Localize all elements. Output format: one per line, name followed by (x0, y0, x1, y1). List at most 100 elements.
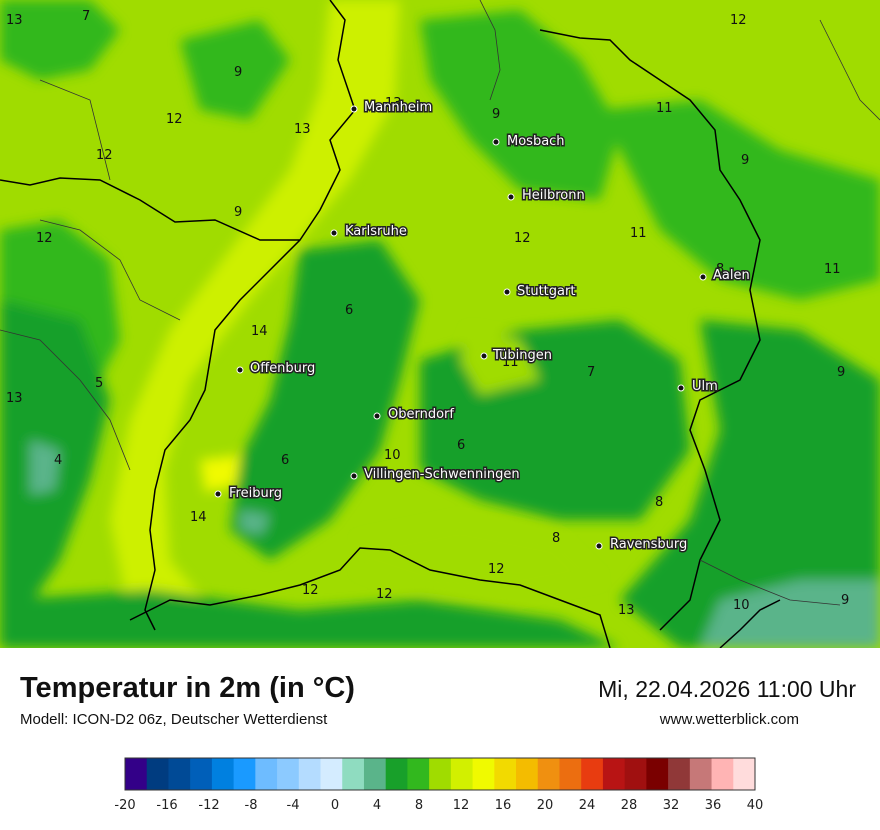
forecast-datetime: Mi, 22.04.2026 11:00 Uhr (598, 676, 856, 702)
color-legend: -20 -16 -12 -8 -4 0 4 8 12 16 20 24 28 32 36 40 (114, 757, 763, 813)
city-label: Ulm (692, 379, 718, 394)
isotherm-label: 9 (234, 205, 242, 220)
isotherm-label: 9 (492, 107, 500, 122)
legend-tick-label: 0 (331, 798, 339, 813)
legend-swatch (516, 758, 539, 790)
minor-border-1 (39, 79, 111, 181)
city-tuebingen: Tübingen (480, 347, 554, 365)
isotherm-label: 11 (630, 226, 647, 241)
legend-swatch (602, 758, 626, 790)
isotherm-label: 13 (294, 122, 311, 137)
city-offenburg: Offenburg (236, 360, 317, 378)
isotherm-label: 10 (384, 448, 401, 463)
city-aalen: Aalen (699, 267, 751, 285)
legend-tick-label: -8 (245, 798, 258, 813)
legend-tick-label: 12 (453, 798, 470, 813)
isotherm-label: 14 (251, 324, 268, 339)
isotherm-label: 12 (96, 148, 113, 163)
city-label: Offenburg (250, 361, 315, 376)
temperature-zone-neckar (460, 330, 540, 395)
legend-swatch (298, 758, 322, 790)
minor-borders (0, 0, 880, 606)
city-freiburg: Freiburg (214, 485, 284, 503)
legend-tick-label: -20 (114, 798, 135, 813)
legend-swatch (407, 758, 430, 790)
legend-tick-label: 16 (495, 798, 512, 813)
temperature-zone-alb (420, 320, 690, 520)
legend-swatch (168, 758, 191, 790)
legend-tick-label: 20 (537, 798, 554, 813)
temperature-zone-black-forest (230, 240, 420, 560)
isotherm-label: 6 (457, 438, 465, 453)
city-label: Stuttgart (517, 284, 575, 299)
city-ulm: Ulm (677, 378, 719, 396)
isotherm-label: 6 (281, 453, 289, 468)
legend-tick-label: 40 (747, 798, 764, 813)
cities: Mannheim Mosbach Heilbronn Karlsruhe Aal… (214, 99, 751, 554)
legend-swatch (711, 758, 734, 790)
city-stuttgart: Stuttgart (503, 283, 577, 301)
state-border-west (144, 0, 356, 631)
city-label: Tübingen (492, 348, 552, 363)
minor-border-5 (819, 19, 880, 121)
isotherm-label: 9 (837, 365, 845, 380)
legend-swatch (277, 758, 300, 790)
isotherm-label: 4 (54, 453, 62, 468)
isotherm-label: 12 (514, 231, 531, 246)
minor-border-6 (699, 559, 841, 606)
isotherm-label: 9 (841, 593, 849, 608)
minor-border-3 (0, 329, 131, 471)
isotherm-label: 13 (618, 603, 635, 618)
legend-swatch (125, 758, 148, 790)
legend-swatch (450, 758, 474, 790)
legend-swatch (668, 758, 691, 790)
legend-tick-label: -16 (156, 798, 177, 813)
legend-tick-label: -4 (287, 798, 300, 813)
city-heilbronn: Heilbronn (507, 187, 586, 205)
temperature-zone-cold-bf (240, 510, 270, 535)
website-link[interactable]: www.wetterblick.com (659, 711, 799, 728)
temperature-zone-cold-alps (700, 580, 880, 648)
isotherm-label: 12 (488, 562, 505, 577)
city-label: Mosbach (507, 134, 565, 149)
city-label: Aalen (713, 268, 750, 283)
isotherm-label: 11 (824, 262, 841, 277)
isotherm-label: 7 (587, 365, 595, 380)
isotherm-label: 8 (655, 495, 663, 510)
legend-tick-label: 8 (415, 798, 423, 813)
city-villingen-schwenningen: Villingen-Schwenningen (350, 466, 521, 484)
isotherm-label: 13 (6, 13, 23, 28)
city-mannheim: Mannheim (350, 99, 434, 117)
legend-tick-label: 36 (705, 798, 722, 813)
city-karlsruhe: Karlsruhe (330, 223, 408, 241)
isotherm-label: 12 (730, 13, 747, 28)
legend-bar (124, 757, 756, 791)
isotherm-label: 11 (656, 101, 673, 116)
temperature-zone-southeast (620, 320, 880, 648)
city-label: Mannheim (364, 100, 432, 115)
legend-swatch (342, 758, 365, 790)
temperature-zone-odenwald (420, 10, 620, 200)
legend-swatch (233, 758, 256, 790)
isotherm-label: 12 (166, 112, 183, 127)
legend-ticks: -20 -16 -12 -8 -4 0 4 8 12 16 20 24 28 32 36 40 (114, 798, 763, 813)
temperature-zone-nw-green (0, 0, 120, 80)
isotherm-label: 8 (552, 531, 560, 546)
border-pfalz-1 (0, 177, 300, 241)
isotherm-label: 12 (376, 587, 393, 602)
map-title: Temperatur in 2m (in °C) (20, 672, 355, 704)
legend-swatch (494, 758, 517, 790)
temperature-zone-cold-vosges (30, 440, 60, 495)
minor-border-2 (39, 219, 181, 321)
isotherm-label: 12 (302, 583, 319, 598)
legend-tick-label: 4 (373, 798, 381, 813)
temperature-map: 13 7 12 9 12 13 13 9 11 9 12 9 12 12 11 … (0, 0, 880, 648)
city-oberndorf: Oberndorf (373, 406, 456, 424)
legend-swatch (733, 758, 756, 790)
temperature-zone-nw-green-2 (180, 20, 290, 120)
city-label: Villingen-Schwenningen (364, 467, 520, 482)
city-label: Karlsruhe (345, 224, 407, 239)
city-mosbach: Mosbach (492, 133, 566, 151)
legend-swatch (624, 758, 647, 790)
isotherm-label: 12 (36, 231, 53, 246)
